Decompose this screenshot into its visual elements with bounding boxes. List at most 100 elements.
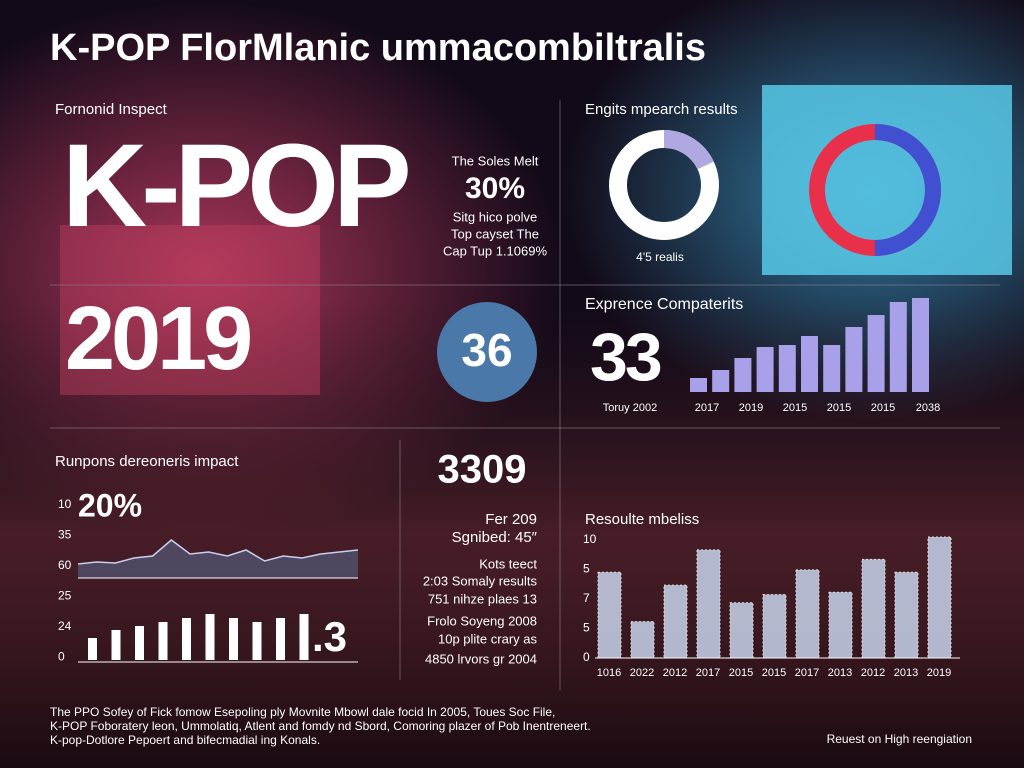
y-tick-label: 5 [583,562,590,576]
bar [729,602,754,659]
side-value: 30% [465,172,525,205]
x-tick-label: 2013 [828,667,852,679]
heading: Engits mpearch results [585,101,738,118]
x-tick-label: 2015 [827,402,851,414]
footer: The PPO Sofey of Fick fomow Esepoling pl… [50,705,591,747]
x-tick-label: 2012 [663,667,687,679]
y-tick-label: 60 [58,558,72,572]
y-tick-label: 24 [58,619,72,633]
title: K-POP FlorMlanic ummacombiltralis [50,27,706,69]
info-line: 751 nihze plaes 13 [428,591,537,606]
x-tick-label: Toruy 2002 [603,402,657,414]
big-label: K-POP [62,120,408,252]
big-label: 3309 [438,448,527,492]
bar [845,327,863,392]
donut [609,130,719,240]
y-tick-label: 5 [583,621,590,635]
line-chart: 10 35 60 25 24 0 [58,497,359,664]
bar [696,549,721,659]
bar [229,618,238,660]
info-line: 10p plite crary as [438,631,537,646]
bar [712,370,730,392]
bar [690,378,707,392]
area [78,540,358,578]
x-tick-label: 2015 [871,402,895,414]
footer-line: K-POP Foboratery leon, Ummolatiq, Atlent… [50,719,591,733]
bar [756,347,774,392]
info-line: Frolo Soyeng 2008 [427,613,537,628]
x-tick-label: 2019 [927,667,951,679]
bar [299,614,309,660]
x-tick-label: 2017 [695,402,719,414]
x-tick-label: 2022 [630,667,654,679]
footer-line: K-pop-Dotlore Pepoert and bifecmadial in… [50,733,320,747]
line [77,539,359,565]
bar [630,621,655,659]
footer-note: Reuest on High reengiation [827,732,972,746]
x-tick-label: 2015 [729,667,753,679]
big-label: 20% [78,487,142,523]
x-tick-label: 2019 [739,402,763,414]
heading: Runpons dereoneris impact [55,453,239,470]
bar [182,618,191,660]
bar [801,336,818,392]
y-tick-label: 35 [58,528,72,542]
bar [762,594,787,659]
bar [663,584,688,659]
x-tick-label: 2013 [894,667,918,679]
bar [823,345,841,392]
heading: Resoulte mbeliss [585,511,699,528]
y-tick-label: 10 [58,497,72,511]
info-line: Fer 209 [485,511,537,528]
x-tick-label: 2012 [861,667,885,679]
x-tick-label: 2017 [795,667,819,679]
x-tick-label: 1016 [597,667,621,679]
bar [205,614,215,660]
tail-label: .3 [312,613,347,660]
info-line: 4850 lrvors gr 2004 [425,651,537,666]
bar [158,622,168,660]
bar [778,345,796,392]
big-label: 33 [590,319,661,395]
heading: Fornonid Inspect [55,101,168,118]
bar [252,622,262,660]
bar [927,536,952,659]
x-tick-label: 2038 [916,402,940,414]
caption: 4'5 realis [636,250,684,264]
screen [60,225,320,395]
screen-ring [874,124,941,256]
info-line: 2:03 Somaly results [423,573,538,588]
bar [861,558,886,659]
info-line: Sgnibed: 45″ [452,529,538,546]
year-label: 2019 [65,289,250,389]
side-text: Top cayset The [451,226,539,241]
bar [795,569,820,659]
bar [894,571,919,659]
x-tick-label: 2015 [762,667,786,679]
bar [889,302,907,392]
bar-group: Toruy 2002 2017 2019 2015 2015 2015 2038 [603,298,940,414]
bar [111,630,121,660]
heading: Exprence Compaterits [585,296,743,313]
bar [135,626,144,660]
y-tick-label: 7 [583,591,590,605]
donut-segment [663,130,714,170]
y-tick-label: 10 [583,532,597,546]
x-tick-label: 2017 [696,667,720,679]
bar [867,315,885,392]
bar [276,618,285,660]
bar [912,298,929,392]
bar [828,591,853,659]
footer-line: The PPO Sofey of Fick fomow Esepoling pl… [50,705,555,719]
bar [88,638,97,660]
bar [734,358,752,392]
y-tick-label: 0 [583,650,590,664]
badge-label: 36 [461,324,512,376]
bar-chart: 10 5 7 5 0 1016 2022 2012 2017 2015 2015 2017 2013 20… [583,532,960,679]
bar [597,571,622,659]
side-text: Cap Tup 1.1069% [443,243,548,258]
side-text: The Soles Melt [452,153,539,168]
